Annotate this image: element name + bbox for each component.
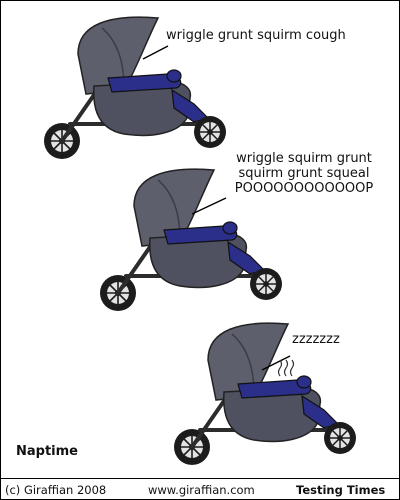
copyright-text: (c) Giraffian 2008 <box>5 483 107 497</box>
speech-text-2: wriggle squirm grunt squirm grunt squeal… <box>224 151 384 196</box>
series-title: Testing Times <box>296 483 386 497</box>
steam-icon <box>277 359 295 377</box>
footer: (c) Giraffian 2008 www.giraffian.com Tes… <box>0 478 400 500</box>
site-link[interactable]: www.giraffian.com <box>148 483 255 497</box>
caption: Naptime <box>16 444 78 459</box>
speech-line: POOOOOOOOOOOOP <box>234 181 374 196</box>
stroller-icon <box>174 322 356 465</box>
stroller-icon <box>44 16 226 159</box>
speech-text-3: zzzzzzz <box>292 332 340 347</box>
panel-2: wriggle squirm grunt squirm grunt squeal… <box>0 151 400 320</box>
speech-line: squirm grunt squeal <box>238 166 370 181</box>
stroller-icon <box>100 168 282 311</box>
panel-3: zzzzzzz <box>0 320 400 480</box>
speech-line: zzzzzzz <box>292 332 340 347</box>
panel-1: wriggle grunt squirm cough <box>0 0 400 160</box>
speech-line: wriggle grunt squirm cough <box>166 28 346 43</box>
speech-line: wriggle squirm grunt <box>236 151 372 166</box>
speech-text-1: wriggle grunt squirm cough <box>166 28 346 43</box>
